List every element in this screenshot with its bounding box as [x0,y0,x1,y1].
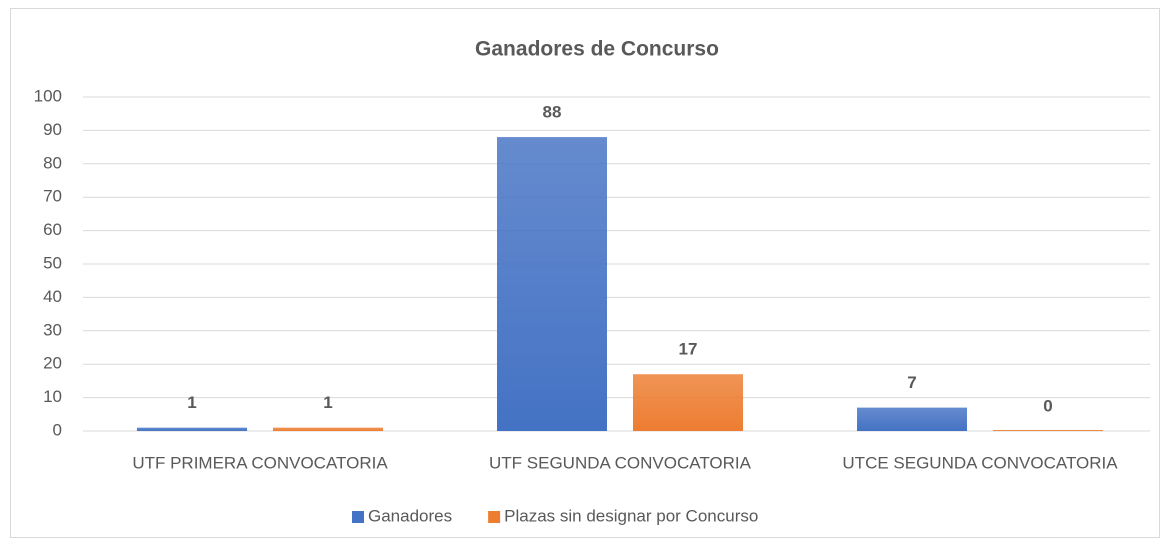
x-tick-label: UTF PRIMERA CONVOCATORIA [132,453,388,472]
bar [137,427,247,431]
y-tick-label: 50 [43,253,62,272]
y-tick-label: 60 [43,220,62,239]
y-tick-label: 0 [53,420,62,439]
y-tick-label: 30 [43,320,62,339]
bar [633,374,743,431]
data-label: 7 [907,373,916,392]
y-tick-label: 40 [43,287,62,306]
y-tick-label: 70 [43,187,62,206]
x-tick-label: UTF SEGUNDA CONVOCATORIA [489,453,752,472]
data-label: 1 [323,393,332,412]
data-label: 88 [543,103,562,122]
y-tick-label: 80 [43,153,62,172]
legend-swatch [352,511,364,523]
chart-title: Ganadores de Concurso [475,38,719,61]
bar [993,430,1103,431]
legend-swatch [488,511,501,523]
y-tick-label: 10 [43,387,62,406]
bar [857,407,967,431]
bar [273,427,383,431]
y-tick-label: 90 [43,120,62,139]
legend-label: Plazas sin designar por Concurso [504,506,758,525]
y-tick-label: 20 [43,354,62,373]
bar [497,137,607,431]
data-label: 1 [187,393,196,412]
data-label: 17 [679,340,698,359]
data-label: 0 [1043,396,1052,415]
y-tick-label: 100 [34,86,62,105]
legend-label: Ganadores [368,506,452,525]
x-tick-label: UTCE SEGUNDA CONVOCATORIA [842,453,1118,472]
